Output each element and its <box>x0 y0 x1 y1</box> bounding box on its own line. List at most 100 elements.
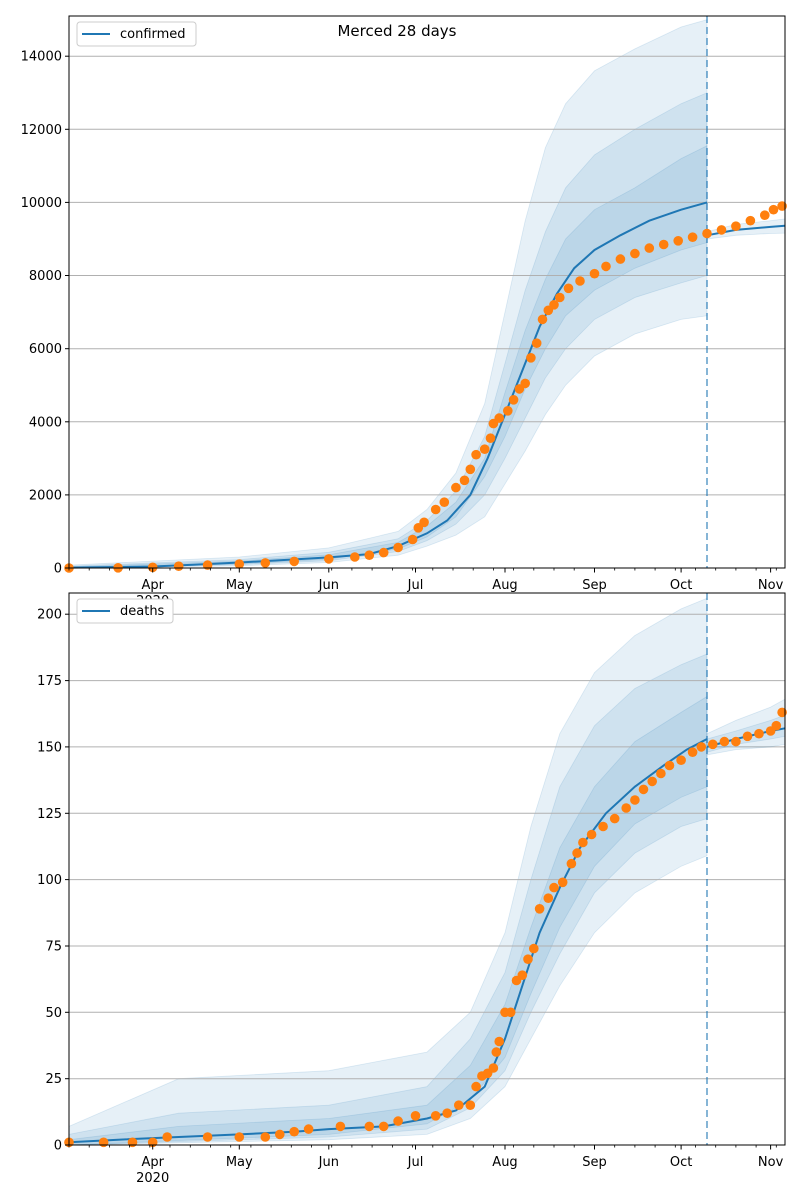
confirmed-observed-point-50 <box>760 210 770 220</box>
confirmed-ytick-label-7: 14000 <box>21 50 62 65</box>
confirmed-legend: confirmed <box>76 21 197 47</box>
deaths-observed-point-27 <box>505 1007 516 1018</box>
deaths-observed-point-41 <box>609 813 620 824</box>
confirmed-observed-point-45 <box>687 232 698 242</box>
deaths-observed-point-7 <box>260 1132 271 1142</box>
confirmed-observed-point-47 <box>716 225 727 235</box>
deaths-observed-point-50 <box>696 742 707 752</box>
confirmed-ytick-label-1: 2000 <box>29 488 62 503</box>
deaths-observed-point-29 <box>517 970 528 980</box>
deaths-observed-point-51 <box>708 739 718 750</box>
confirmed-observed-point-8 <box>324 554 334 564</box>
confirmed-observed-point-48 <box>731 221 741 231</box>
confirmed-observed-point-2 <box>147 562 158 573</box>
deaths-observed-point-49 <box>687 747 698 757</box>
deaths-plot-frame <box>68 592 786 1146</box>
deaths-observed-point-35 <box>557 877 568 888</box>
confirmed-observed-point-30 <box>526 353 536 363</box>
deaths-observed-point-34 <box>549 882 559 893</box>
deaths-observed-point-36 <box>566 858 577 869</box>
deaths-xtick-sublabel-0: 2020 <box>136 1171 169 1186</box>
confirmed-observed-point-19 <box>459 475 470 486</box>
deaths-observed-point-31 <box>529 943 539 954</box>
deaths-observed-point-55 <box>754 728 764 739</box>
panel-confirmed: 02000400060008000100001200014000Apr2020M… <box>21 15 787 609</box>
deaths-observed-point-46 <box>656 768 666 779</box>
confirmed-observed-point-49 <box>745 215 756 226</box>
deaths-xtick-label-5: Sep <box>582 1155 607 1170</box>
deaths-observed-point-1 <box>98 1137 109 1148</box>
deaths-ytick-label-2: 50 <box>45 1006 62 1021</box>
confirmed-xtick-label-2: Jun <box>318 578 339 593</box>
confirmed-observed-point-25 <box>494 413 505 423</box>
confirmed-legend-box <box>76 21 197 47</box>
confirmed-xtick-label-0: Apr <box>141 578 164 593</box>
deaths-observed-point-43 <box>630 795 640 805</box>
confirmed-observed-point-43 <box>658 239 669 250</box>
deaths-xtick-label-4: Aug <box>492 1155 517 1170</box>
deaths-observed-point-20 <box>471 1081 481 1092</box>
deaths-observed-point-9 <box>289 1126 300 1137</box>
confirmed-axes: 02000400060008000100001200014000Apr2020M… <box>21 15 786 609</box>
confirmed-observed-point-34 <box>549 300 559 310</box>
deaths-grid <box>69 613 785 1080</box>
deaths-observed-point-52 <box>719 736 730 747</box>
deaths-legend: deaths <box>76 598 174 624</box>
deaths-observed-point-37 <box>572 848 582 858</box>
deaths-ytick-label-6: 150 <box>37 740 62 755</box>
confirmed-observed-point-3 <box>173 561 184 571</box>
confirmed-observed-point-26 <box>503 406 513 416</box>
deaths-xtick-label-3: Jul <box>407 1155 424 1170</box>
confirmed-legend-label: confirmed <box>120 27 186 42</box>
deaths-observed-point-54 <box>742 731 753 742</box>
deaths-xtick-label-7: Nov <box>758 1155 784 1170</box>
confirmed-observed-point-41 <box>630 248 640 259</box>
deaths-ytick-label-5: 125 <box>37 807 62 822</box>
confirmed-observed-point-18 <box>451 482 461 493</box>
confirmed-grid <box>69 55 785 496</box>
deaths-observed-point-16 <box>430 1111 441 1121</box>
deaths-observed-point-19 <box>465 1100 476 1110</box>
confirmed-ytick-label-6: 12000 <box>21 123 62 138</box>
figure-title: Merced 28 days <box>337 22 456 40</box>
deaths-ytick-label-1: 25 <box>45 1072 62 1087</box>
confirmed-model-line <box>68 201 708 569</box>
deaths-xtick-label-0: Apr <box>141 1155 164 1170</box>
confirmed-observed-point-15 <box>419 517 429 528</box>
confirmed-observed-point-27 <box>508 395 519 405</box>
deaths-observed-point-18 <box>454 1100 464 1110</box>
deaths-observed-point-17 <box>442 1108 453 1118</box>
confirmed-observed-point-39 <box>601 261 611 272</box>
confirmed-observed-point-16 <box>430 504 441 515</box>
confirmed-observed-point-21 <box>471 449 481 460</box>
confirmed-xtick-label-5: Sep <box>582 578 607 593</box>
confirmed-observed-point-40 <box>615 254 626 264</box>
confirmed-observed-point-5 <box>234 559 245 569</box>
deaths-observed-point-30 <box>523 954 533 964</box>
deaths-legend-label: deaths <box>120 604 165 619</box>
confirmed-xtick-label-1: May <box>226 578 253 593</box>
deaths-observed-point-48 <box>676 755 686 765</box>
deaths-observed-point-12 <box>364 1121 375 1132</box>
deaths-observed-point-24 <box>491 1047 502 1057</box>
confirmed-observed-point-10 <box>364 550 375 560</box>
confirmed-observed-point-12 <box>393 542 403 553</box>
deaths-ytick-label-0: 0 <box>54 1139 62 1154</box>
deaths-observed-point-10 <box>303 1124 314 1134</box>
deaths-observed-point-25 <box>494 1036 505 1047</box>
confirmed-xtick-label-4: Aug <box>492 578 517 593</box>
deaths-observed-point-57 <box>771 720 782 731</box>
deaths-observed-point-40 <box>598 821 608 832</box>
confirmed-observed-point-7 <box>289 556 300 567</box>
confirmed-observed-point-31 <box>531 338 542 349</box>
deaths-observed-point-11 <box>335 1121 346 1132</box>
deaths-observed-point-15 <box>410 1111 421 1121</box>
deaths-observed-point-39 <box>586 829 597 840</box>
deaths-observed-point-38 <box>578 837 588 848</box>
confirmed-xtick-label-3: Jul <box>407 578 424 593</box>
deaths-observed-point-33 <box>543 893 554 903</box>
deaths-observed-point-8 <box>275 1129 285 1140</box>
